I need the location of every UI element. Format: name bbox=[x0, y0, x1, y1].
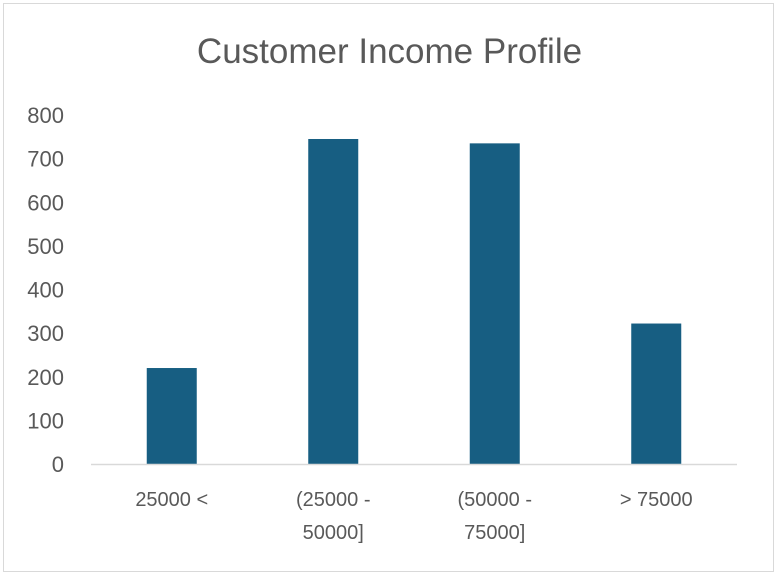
y-tick-label: 700 bbox=[27, 147, 64, 172]
y-tick-label: 500 bbox=[27, 234, 64, 259]
bar bbox=[631, 323, 682, 464]
bar bbox=[308, 138, 359, 464]
x-category-label: > 75000 bbox=[620, 489, 693, 511]
y-tick-label: 400 bbox=[27, 278, 64, 303]
y-tick-label: 600 bbox=[27, 190, 64, 215]
x-category-label: 25000 < bbox=[135, 489, 208, 511]
chart-frame: Customer Income Profile 0 100 200 300 400 500… bbox=[3, 3, 774, 572]
y-tick-label: 0 bbox=[52, 452, 64, 477]
chart-plot: 0 100 200 300 400 500 600 700 800 25000 < (25000 … bbox=[27, 103, 737, 544]
y-tick-label: 100 bbox=[27, 408, 64, 433]
bar bbox=[146, 368, 197, 464]
bar bbox=[469, 143, 520, 464]
bars bbox=[146, 138, 682, 464]
y-tick-label: 200 bbox=[27, 365, 64, 390]
x-category-label: (50000 - bbox=[458, 489, 533, 511]
y-tick-label: 300 bbox=[27, 321, 64, 346]
x-category-label: 50000] bbox=[303, 522, 364, 544]
y-axis-ticks: 0 100 200 300 400 500 600 700 800 bbox=[27, 103, 64, 477]
x-axis-labels: 25000 < (25000 - 50000] (50000 - 75000] > 750… bbox=[135, 489, 692, 544]
chart-title: Customer Income Profile bbox=[196, 32, 583, 71]
x-category-label: (25000 - bbox=[296, 489, 371, 511]
x-category-label: 75000] bbox=[464, 522, 525, 544]
y-tick-label: 800 bbox=[27, 103, 64, 128]
